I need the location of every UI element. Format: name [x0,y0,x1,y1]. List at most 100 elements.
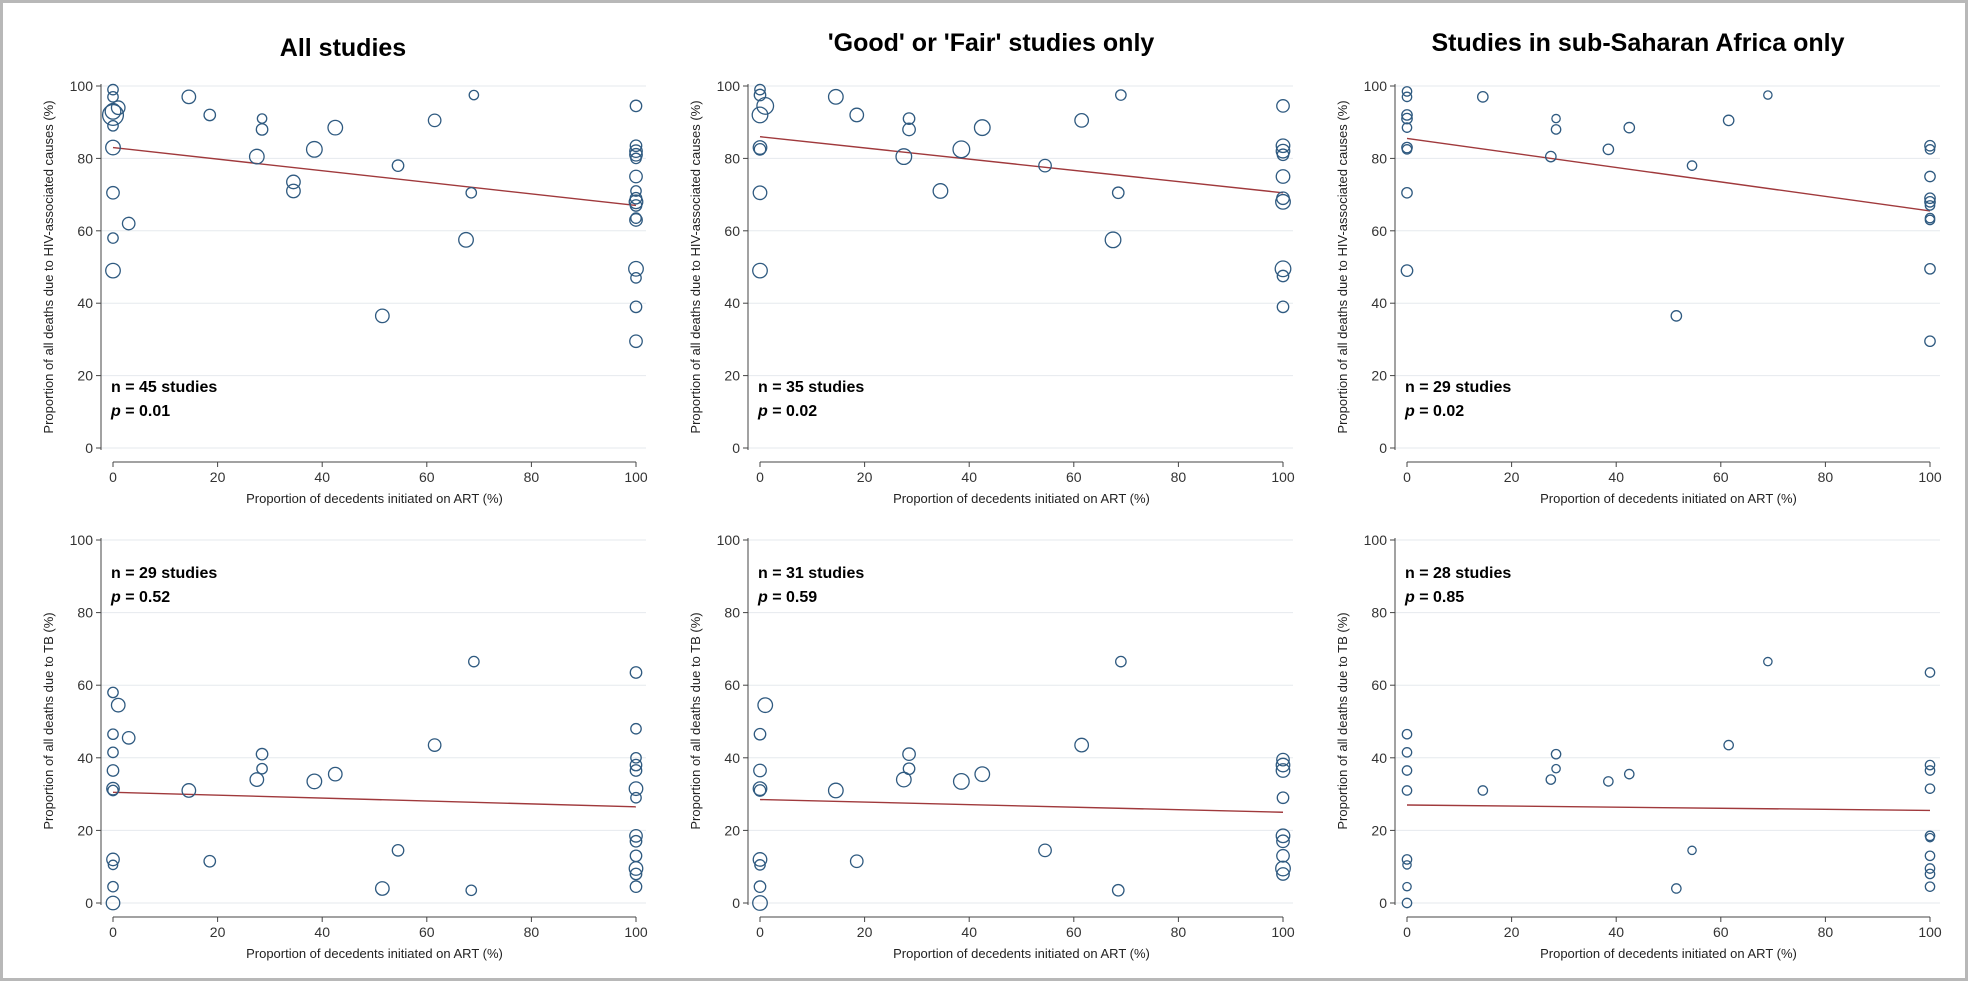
data-point [902,762,916,776]
data-point [305,140,323,158]
data-point [1545,774,1557,785]
data-point [1274,260,1292,278]
fitted-regression-line [759,135,1284,194]
data-point [1924,881,1936,892]
data-point [1276,191,1290,206]
y-tick-label: 60 [1371,677,1387,693]
data-point [121,216,136,231]
data-point [1602,143,1615,156]
scatter-panel-5: 0 20 40 60 80 100 0 20 40 60 80 100 Proportion of de… [1335,532,1942,961]
data-point [629,849,643,863]
p-symbol: p [757,403,768,420]
data-point [1275,763,1291,778]
data-point [629,666,643,679]
data-point [629,880,643,894]
data-point [629,169,643,184]
data-point [1074,737,1090,753]
data-point [753,880,767,894]
p-symbol: p [110,589,121,606]
data-point [630,212,642,224]
x-tick-label: 0 [1403,469,1411,485]
data-point [1924,335,1936,348]
data-point [932,183,949,199]
data-point [753,784,767,797]
data-point [629,334,643,349]
y-tick-label: 0 [1379,895,1387,911]
y-tick-label: 20 [1371,368,1387,384]
data-point [306,773,323,790]
y-tick-label: 80 [1371,150,1387,166]
data-point [752,185,768,201]
data-point [1111,186,1125,200]
data-point [752,140,768,155]
p-value: = 0.02 [1415,403,1464,420]
y-tick-label: 80 [1371,605,1387,621]
data-point [754,83,766,96]
data-point [1276,148,1290,162]
p-value-label: p = 0.85 [1404,589,1464,606]
data-point [1401,144,1413,155]
data-point [1924,200,1936,211]
data-point [256,113,268,124]
data-point [1400,264,1414,277]
data-point [255,747,269,761]
data-point [753,142,767,156]
data-point [1722,114,1735,127]
data-point [628,194,644,210]
p-value-label: p = 0.02 [757,403,817,420]
y-tick-label: 40 [1371,750,1387,766]
data-point [286,174,301,190]
data-point [468,655,480,668]
data-point [1623,121,1636,134]
x-axis-label: Proportion of decedents initiated on ART… [893,491,1150,506]
data-point [106,185,120,200]
data-point [628,260,644,277]
y-tick-label: 20 [724,368,740,384]
data-point [121,730,136,745]
y-tick-label: 40 [77,295,93,311]
data-point [203,108,217,122]
column-title-sub-saharan: Studies in sub-Saharan Africa only [1431,29,1844,57]
data-point [753,763,767,778]
data-point [1401,91,1413,103]
data-point [1925,832,1935,843]
data-point [1074,112,1090,128]
x-tick-label: 60 [1713,924,1729,940]
data-point [1401,141,1413,154]
data-point [952,140,971,159]
study-count-label: n = 45 studies [111,379,217,396]
data-point [1924,783,1936,794]
y-tick-label: 80 [724,605,740,621]
data-point [1550,124,1562,135]
data-point [1275,143,1291,159]
data-point [1401,785,1413,796]
data-point [1115,655,1127,668]
data-point [1686,160,1698,171]
study-count-label: n = 29 studies [1405,379,1511,396]
data-point [827,782,844,799]
data-point [629,758,643,772]
data-point [752,895,768,911]
x-tick-label: 20 [1504,924,1520,940]
data-point [105,895,121,911]
data-point [1401,765,1413,776]
x-axis-label: Proportion of decedents initiated on ART… [893,946,1150,961]
data-point [1924,192,1936,205]
data-point [629,147,643,162]
x-tick-label: 100 [1918,469,1942,485]
p-value-label: p = 0.01 [110,403,170,420]
y-tick-label: 100 [717,532,741,548]
data-point [1275,138,1291,154]
data-point [629,213,643,227]
data-point [101,103,125,127]
data-point [1401,122,1413,133]
data-point [1603,776,1614,787]
data-point [391,159,405,173]
data-point [1401,728,1413,740]
x-tick-label: 80 [524,469,540,485]
study-count-label: n = 31 studies [758,565,864,582]
data-point [1402,860,1412,870]
data-point [902,747,916,762]
x-axis-label: Proportion of decedents initiated on ART… [246,946,503,961]
